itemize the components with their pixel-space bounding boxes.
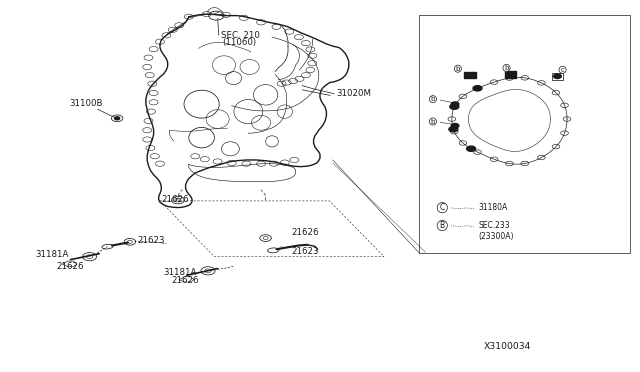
Circle shape xyxy=(473,86,482,91)
Text: 21623: 21623 xyxy=(138,235,165,244)
Text: C: C xyxy=(440,203,445,212)
Text: 31181A: 31181A xyxy=(164,267,197,276)
Polygon shape xyxy=(505,71,516,78)
Circle shape xyxy=(449,127,458,132)
Text: b: b xyxy=(431,96,435,102)
Text: c: c xyxy=(561,67,564,73)
Text: SEC.233: SEC.233 xyxy=(478,221,509,230)
Text: 21626: 21626 xyxy=(292,228,319,237)
Circle shape xyxy=(115,117,120,120)
Circle shape xyxy=(467,146,476,151)
Text: 31180A: 31180A xyxy=(478,203,508,212)
Text: 31020M: 31020M xyxy=(336,89,371,98)
Text: 21626: 21626 xyxy=(56,262,84,271)
Text: B: B xyxy=(440,221,445,230)
Circle shape xyxy=(451,102,459,106)
Circle shape xyxy=(451,124,459,128)
Text: (11060): (11060) xyxy=(223,38,257,47)
Text: SEC. 210: SEC. 210 xyxy=(221,31,260,40)
Text: 21626: 21626 xyxy=(161,195,189,204)
Polygon shape xyxy=(464,72,476,78)
Text: X3100034: X3100034 xyxy=(484,342,531,351)
Text: 21626: 21626 xyxy=(172,276,199,285)
Circle shape xyxy=(554,74,561,78)
Text: 31100B: 31100B xyxy=(69,99,102,108)
Text: (23300A): (23300A) xyxy=(478,232,513,241)
Text: 21623: 21623 xyxy=(291,247,319,256)
Text: b: b xyxy=(504,65,509,71)
Text: b: b xyxy=(431,119,435,125)
Text: b: b xyxy=(456,66,460,72)
Text: 31181A: 31181A xyxy=(35,250,68,259)
Circle shape xyxy=(450,104,459,109)
